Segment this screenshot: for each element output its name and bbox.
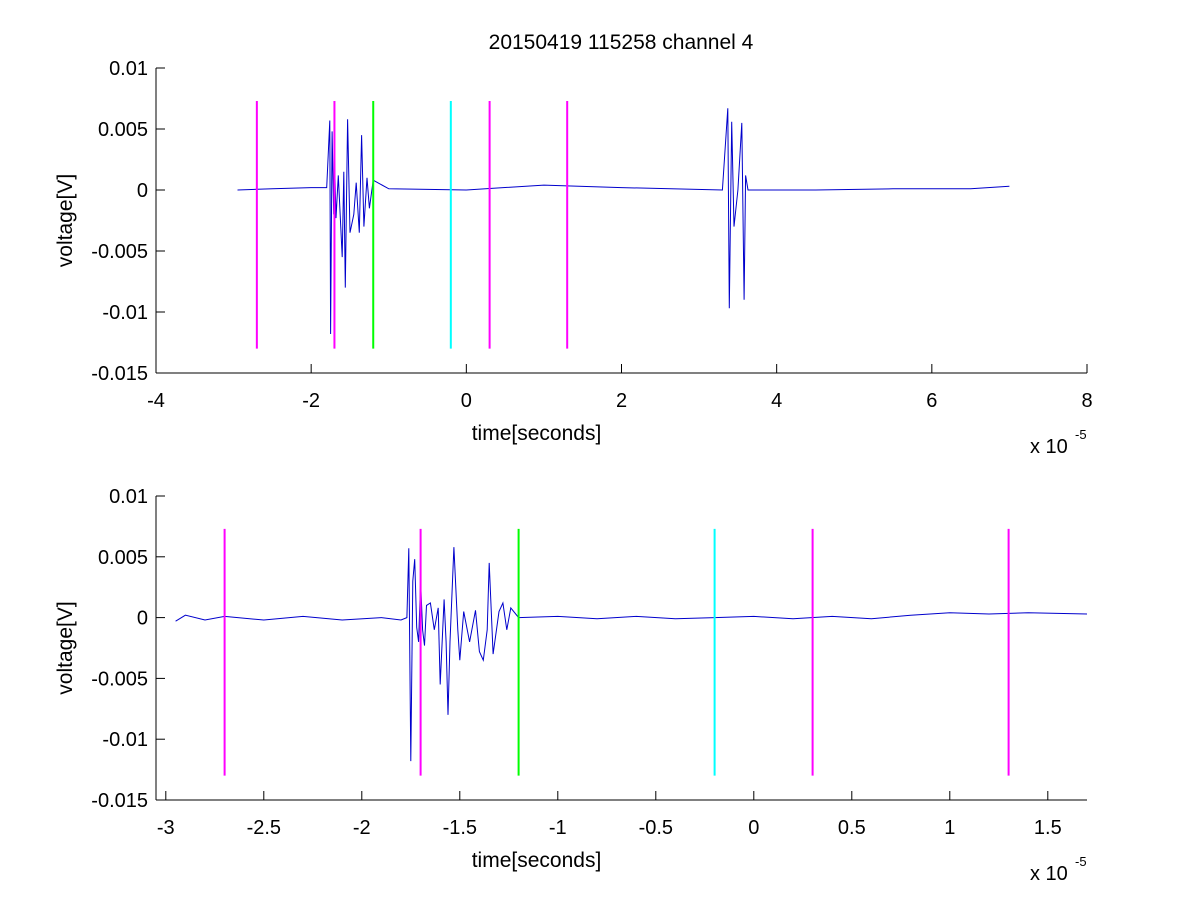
x-tick-label: 1.5	[1034, 817, 1062, 839]
x-tick-label: 0	[461, 390, 472, 412]
chart-1: -0.015 -0.01 -0.005 0 0.005 0.01 -4 -2 0 2 4 6 8 time…	[54, 58, 1093, 458]
y-tick-label: 0	[137, 608, 148, 630]
x-axis-label: time[seconds]	[472, 422, 602, 445]
y-tick-label: -0.015	[91, 790, 148, 812]
figure-title: 20150419 115258 channel 4	[489, 31, 754, 54]
x-multiplier-base: x 10	[1030, 436, 1068, 458]
y-tick-label: -0.005	[91, 241, 148, 263]
x-axis-label: time[seconds]	[472, 849, 602, 872]
x-tick-label: -0.5	[639, 817, 673, 839]
x-tick-label: 1	[944, 817, 955, 839]
y-tick-label: 0.01	[109, 486, 148, 508]
y-axis-label: voltage[V]	[54, 174, 77, 267]
y-tick-label: -0.005	[91, 668, 148, 690]
x-tick-label: -2	[302, 390, 320, 412]
x-tick-label: -3	[157, 817, 175, 839]
x-tick-label: 6	[926, 390, 937, 412]
y-tick-label: -0.01	[102, 729, 148, 751]
y-tick-label: -0.015	[91, 363, 148, 385]
x-multiplier-base: x 10	[1030, 863, 1068, 885]
x-tick-label: 0	[748, 817, 759, 839]
y-axis-label: voltage[V]	[54, 601, 77, 694]
x-tick-label: -4	[147, 390, 165, 412]
y-tick-label: -0.01	[102, 302, 148, 324]
y-tick-label: 0	[137, 180, 148, 202]
x-tick-label: 4	[771, 390, 782, 412]
y-tick-label: 0.005	[98, 119, 148, 141]
y-tick-label: 0.005	[98, 547, 148, 569]
x-tick-label: -2.5	[247, 817, 281, 839]
series-line-1	[175, 547, 1088, 762]
x-tick-label: 8	[1081, 390, 1092, 412]
x-tick-label: 2	[616, 390, 627, 412]
chart-2: -0.015 -0.01 -0.005 0 0.005 0.01 -3 -2.5 -2 -1.5 -…	[54, 486, 1088, 885]
y-tick-label: 0.01	[109, 58, 148, 80]
x-tick-label: -2	[353, 817, 371, 839]
x-tick-label: -1.5	[443, 817, 477, 839]
x-multiplier-exponent: -5	[1075, 854, 1087, 869]
series-line-1	[237, 108, 1010, 335]
x-tick-label: -1	[549, 817, 567, 839]
x-tick-label: 0.5	[838, 817, 866, 839]
x-multiplier-exponent: -5	[1075, 427, 1087, 442]
